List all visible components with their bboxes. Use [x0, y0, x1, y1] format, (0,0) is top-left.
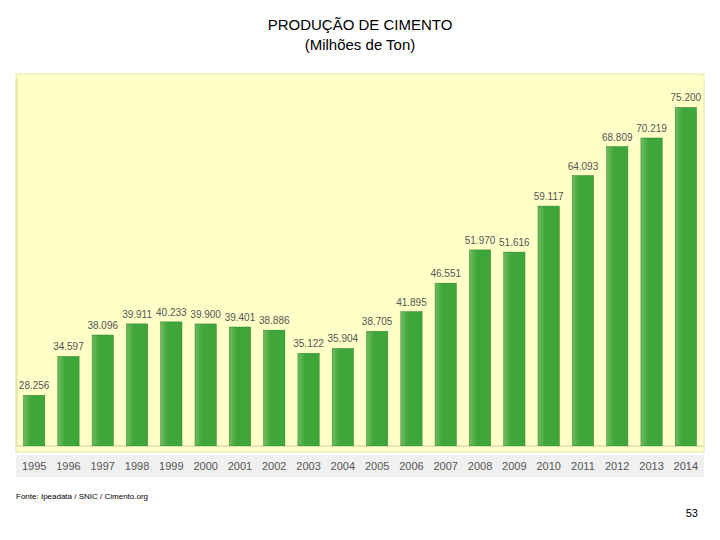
category-band — [16, 455, 704, 477]
bar — [675, 107, 696, 446]
data-label: 39.401 — [225, 312, 256, 323]
x-tick-label: 2012 — [605, 460, 629, 472]
x-tick-label: 2011 — [571, 460, 595, 472]
x-tick-label: 2013 — [639, 460, 663, 472]
labels: 28.256 1995 34.597 1996 38.096 1997 39.911 1998… — [19, 92, 702, 472]
subtitle: (Milhões de Ton) — [305, 36, 416, 53]
bar — [298, 353, 319, 446]
data-label: 40.233 — [156, 307, 187, 318]
bar — [367, 331, 388, 446]
bar — [229, 327, 250, 446]
chart: PRODUÇÃO DE CIMENTO (Milhões de Ton) 28.25… — [0, 0, 720, 540]
bar — [641, 138, 662, 446]
x-tick-label: 2005 — [365, 460, 389, 472]
data-label: 51.970 — [465, 235, 496, 246]
bar — [332, 348, 353, 446]
data-label: 75.200 — [671, 92, 702, 103]
bar — [92, 335, 113, 446]
data-label: 35.122 — [293, 338, 324, 349]
x-tick-label: 1995 — [22, 460, 46, 472]
data-label: 35.904 — [328, 333, 359, 344]
bar — [264, 330, 285, 446]
root: PRODUÇÃO DE CIMENTO (Milhões de Ton) 28.25… — [0, 0, 720, 540]
x-tick-label: 1996 — [56, 460, 80, 472]
data-label: 34.597 — [53, 341, 84, 352]
bar — [538, 206, 559, 446]
data-label: 46.551 — [430, 268, 461, 279]
page-number: 53 — [686, 507, 698, 519]
x-tick-label: 2002 — [262, 460, 286, 472]
title: PRODUÇÃO DE CIMENTO — [268, 16, 453, 33]
bar — [195, 324, 216, 446]
data-label: 39.900 — [190, 309, 221, 320]
bar — [435, 283, 456, 446]
x-tick-label: 2006 — [399, 460, 423, 472]
bar — [126, 324, 147, 446]
x-tick-label: 2004 — [331, 460, 355, 472]
data-label: 68.809 — [602, 132, 633, 143]
bars — [24, 107, 697, 446]
x-tick-label: 1998 — [125, 460, 149, 472]
y-axis-line — [17, 78, 18, 446]
x-tick-label: 2008 — [468, 460, 492, 472]
x-tick-label: 2014 — [674, 460, 698, 472]
data-label: 41.895 — [396, 297, 427, 308]
plot-background — [16, 74, 704, 452]
data-label: 38.705 — [362, 316, 393, 327]
bar — [161, 322, 182, 446]
x-tick-label: 2000 — [193, 460, 217, 472]
data-label: 38.886 — [259, 315, 290, 326]
bar — [58, 356, 79, 446]
data-label: 70.219 — [636, 123, 667, 134]
data-label: 64.093 — [568, 161, 599, 172]
data-label: 28.256 — [19, 380, 50, 391]
x-tick-label: 1999 — [159, 460, 183, 472]
bar — [607, 147, 628, 446]
bar — [572, 176, 593, 446]
x-axis-line — [17, 446, 703, 447]
bar — [469, 250, 490, 446]
x-tick-label: 2001 — [228, 460, 252, 472]
data-label: 59.117 — [534, 191, 564, 202]
x-tick-label: 2009 — [502, 460, 526, 472]
data-label: 39.911 — [122, 309, 152, 320]
x-tick-label: 1997 — [91, 460, 115, 472]
x-tick-label: 2010 — [536, 460, 560, 472]
source: Fonte: Ipeadata / SNIC / Cimento.org — [16, 492, 148, 501]
data-label: 51.616 — [499, 237, 530, 248]
x-tick-label: 2007 — [434, 460, 458, 472]
bar — [24, 395, 45, 446]
bar — [401, 312, 422, 446]
x-tick-label: 2003 — [296, 460, 320, 472]
data-label: 38.096 — [87, 320, 118, 331]
bar — [504, 252, 525, 446]
